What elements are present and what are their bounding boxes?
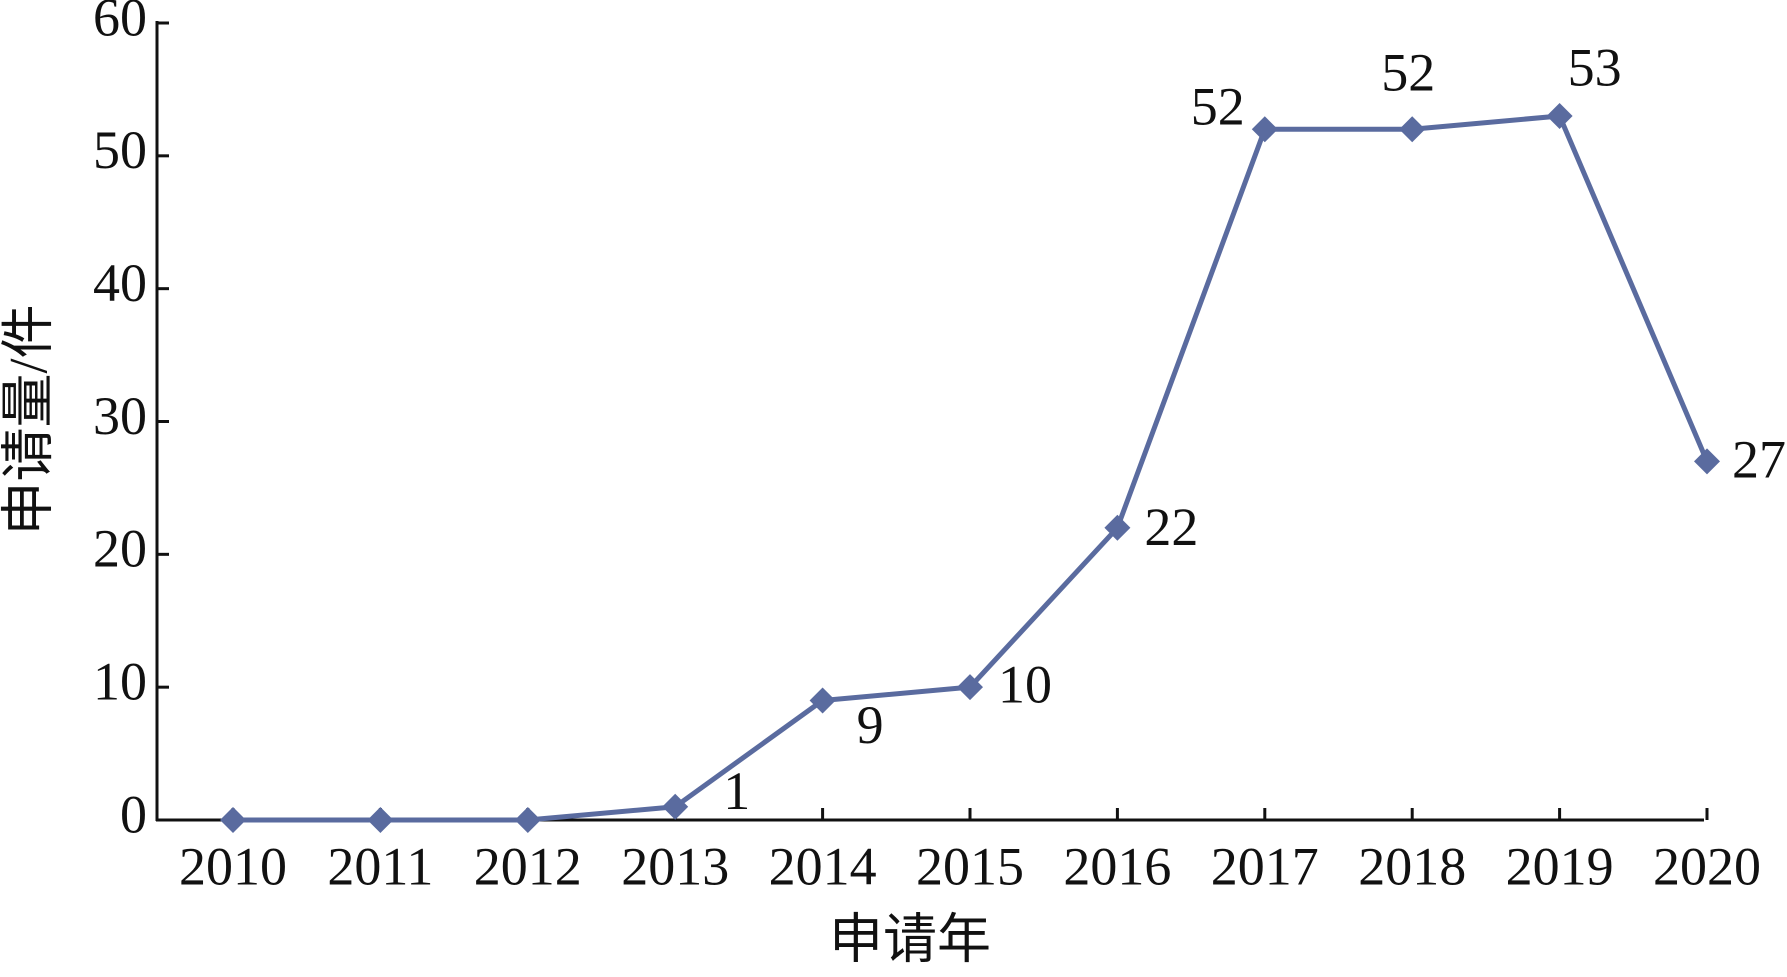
x-axis-title: 申请年 xyxy=(829,909,991,969)
data-label: 22 xyxy=(1144,497,1198,557)
data-label: 10 xyxy=(998,655,1052,715)
data-label: 9 xyxy=(857,695,884,755)
x-tick-label: 2010 xyxy=(179,836,287,896)
data-point xyxy=(220,807,246,833)
y-tick-label: 60 xyxy=(93,0,147,47)
data-point xyxy=(1104,514,1131,541)
x-tick-label: 2015 xyxy=(916,836,1024,896)
y-axis-title: 申请量/件 xyxy=(0,304,58,535)
data-point xyxy=(957,674,983,701)
x-tick-label: 2013 xyxy=(621,836,729,896)
data-point xyxy=(809,687,836,714)
data-label: 52 xyxy=(1191,77,1245,137)
x-tick-label: 2019 xyxy=(1506,836,1614,896)
data-point xyxy=(1399,116,1426,143)
data-point xyxy=(1694,448,1720,475)
x-tick-label: 2018 xyxy=(1358,836,1466,896)
y-tick-label: 50 xyxy=(93,120,147,180)
data-point xyxy=(367,807,394,833)
y-tick-label: 10 xyxy=(93,652,147,712)
data-line xyxy=(233,113,1710,823)
data-point xyxy=(1251,116,1278,143)
data-label: 53 xyxy=(1568,37,1622,97)
data-label: 1 xyxy=(723,761,750,821)
y-tick-label: 30 xyxy=(93,386,147,446)
y-tick-label: 20 xyxy=(93,519,147,579)
y-tick-label: 40 xyxy=(93,253,147,313)
x-tick-label: 2012 xyxy=(474,836,582,896)
x-tick-label: 2020 xyxy=(1653,836,1761,896)
data-point xyxy=(662,793,689,820)
x-tick-label: 2014 xyxy=(769,836,877,896)
data-point xyxy=(1546,102,1573,129)
data-label: 52 xyxy=(1381,43,1435,103)
x-tick-label: 2011 xyxy=(327,836,433,896)
x-tick-label: 2017 xyxy=(1211,836,1319,896)
data-label: 27 xyxy=(1732,430,1786,490)
x-tick-label: 2016 xyxy=(1063,836,1171,896)
y-tick-label: 0 xyxy=(120,784,147,844)
data-point xyxy=(514,807,541,833)
